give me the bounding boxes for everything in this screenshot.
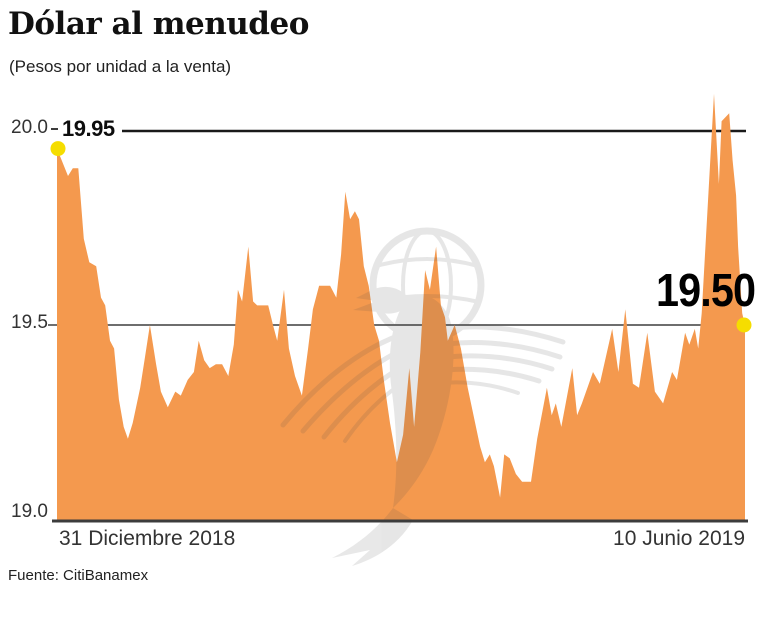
x-axis-label-end: 10 Junio 2019	[613, 527, 745, 550]
source-attribution: Fuente: CitiBanamex	[8, 567, 149, 584]
price-area-series	[57, 93, 745, 521]
y-tick-label-195: 19.5	[11, 312, 48, 333]
y-tick-label-200: 20.0	[11, 117, 48, 138]
end-value-label: 19.50	[655, 264, 756, 316]
end-point-marker	[736, 317, 752, 333]
x-axis-label-start: 31 Diciembre 2018	[59, 527, 236, 550]
y-tick-label-190: 19.0	[11, 501, 48, 522]
start-point-marker	[50, 141, 66, 157]
page-title: Dólar al menudeo	[8, 6, 309, 42]
start-value-label: 19.95	[62, 116, 115, 141]
chart-subtitle: (Pesos por unidad a la venta)	[9, 57, 232, 76]
